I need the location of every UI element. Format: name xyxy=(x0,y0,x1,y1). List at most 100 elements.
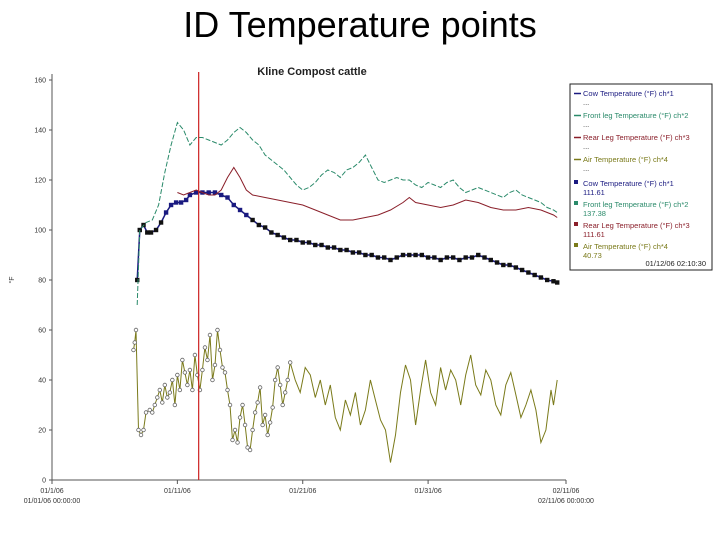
legend-entry: Air Temperature (°F) ch*4 xyxy=(583,155,668,164)
legend-readout-value: 40.73 xyxy=(583,251,602,260)
air-temp-point xyxy=(240,402,245,408)
axis-layer: 0 20 40 60 80 100 120 140 160 01/1/06 01/01/06 00:… xyxy=(24,78,594,506)
air-temp-point xyxy=(222,370,228,375)
cow-temp-point xyxy=(463,255,468,260)
cow-temp-point xyxy=(212,190,218,195)
cow-temp-point xyxy=(501,262,506,268)
air-temp-point xyxy=(177,387,183,393)
cow-temp-point xyxy=(419,252,425,258)
legend-readout-name: Cow Temperature (°F) ch*1 xyxy=(583,179,674,188)
cow-temp-point xyxy=(432,255,437,260)
air-temp-point xyxy=(252,410,258,415)
legend-readout-name: Rear Leg Temperature (°F) ch*3 xyxy=(583,221,690,230)
series-line-cow-temperature-f-ch xyxy=(136,191,558,284)
cow-temp-point xyxy=(294,237,299,243)
air-temp-point xyxy=(162,382,168,388)
cow-temp-point xyxy=(469,255,475,260)
air-temp-point xyxy=(217,347,223,353)
series-line-front-leg-temperature-f-ch xyxy=(136,121,558,306)
y-axis-label: °F xyxy=(8,276,16,283)
air-temp-point xyxy=(150,410,155,415)
cow-temp-point xyxy=(344,247,349,253)
cow-temp-point xyxy=(269,230,274,235)
cow-temp-point xyxy=(388,257,393,263)
air-temp-point xyxy=(260,422,265,428)
air-temp-point xyxy=(237,415,243,420)
legend-marker xyxy=(574,180,578,184)
air-temp-point xyxy=(202,345,208,350)
air-temp-point xyxy=(167,390,173,395)
air-temp-point xyxy=(187,367,193,373)
air-temp-point xyxy=(190,387,195,393)
air-temp-point xyxy=(205,357,210,363)
cow-temp-point xyxy=(413,252,418,258)
air-temp-point xyxy=(172,402,178,408)
cow-temp-point xyxy=(407,252,412,258)
cow-temp-point xyxy=(394,255,399,260)
legend-ellipsis: ... xyxy=(583,164,589,173)
cow-temp-point xyxy=(313,242,318,248)
air-temp-point xyxy=(210,377,215,383)
air-temp-point xyxy=(212,362,218,368)
cow-temp-point xyxy=(494,260,500,265)
cow-temp-point xyxy=(482,255,487,260)
legend-entry: Rear Leg Temperature (°F) ch*3 xyxy=(583,133,690,142)
air-temp-point xyxy=(200,367,205,373)
legend-readout-value: 111.61 xyxy=(583,230,605,239)
cow-temp-point xyxy=(476,252,481,258)
cursor-timestamp: 01/12/06 02:10:30 xyxy=(646,259,706,268)
air-temp-point xyxy=(247,447,253,453)
cow-temp-point xyxy=(287,237,293,243)
cow-temp-point xyxy=(225,195,230,200)
air-temp-point xyxy=(180,357,185,363)
cow-temp-point xyxy=(538,275,544,280)
air-temp-point xyxy=(262,412,268,418)
air-temp-point xyxy=(160,400,165,405)
cow-temp-point xyxy=(513,265,519,270)
cow-temp-point xyxy=(219,192,224,198)
air-temp-point xyxy=(147,407,152,413)
x-tick-sublabel: 02/11/06 00:00:00 xyxy=(538,498,594,505)
air-temp-point xyxy=(132,340,137,345)
air-temp-point xyxy=(182,370,188,375)
air-temp-point xyxy=(133,327,139,333)
cow-temp-point xyxy=(173,200,179,205)
air-temp-point xyxy=(138,432,144,438)
cow-temp-point xyxy=(168,202,174,208)
cow-temp-point xyxy=(507,262,512,268)
air-temp-point xyxy=(285,377,290,383)
air-temp-point xyxy=(287,360,293,365)
cow-temp-point xyxy=(375,255,381,260)
cow-temp-point xyxy=(519,267,525,273)
y-tick-label: 80 xyxy=(38,278,46,285)
legend-entry: Front leg Temperature (°F) ch*2 xyxy=(583,111,688,120)
air-temp-point xyxy=(155,395,160,400)
air-temp-point xyxy=(220,365,225,370)
legend-marker xyxy=(574,243,578,247)
air-temp-point xyxy=(242,422,248,428)
air-temp-point xyxy=(257,385,263,390)
cow-temp-point xyxy=(256,222,262,228)
cow-temp-point xyxy=(331,245,337,250)
series-layer xyxy=(131,72,560,480)
cow-temp-point xyxy=(158,220,164,225)
cow-temp-point xyxy=(350,250,356,255)
series-line-rear-leg-temperature-f-ch xyxy=(177,166,558,221)
y-tick-label: 0 xyxy=(42,478,46,485)
air-temp-point xyxy=(250,427,255,433)
cow-temp-point xyxy=(457,257,462,263)
cow-temp-point xyxy=(544,277,550,283)
cow-temp-point xyxy=(206,190,211,195)
air-temp-point xyxy=(232,427,238,433)
legend-readout-value: 137.38 xyxy=(583,209,606,218)
y-tick-label: 140 xyxy=(34,128,46,135)
series-line-air-temperature-f-ch xyxy=(133,329,558,463)
y-tick-label: 160 xyxy=(34,78,46,85)
plot-frame xyxy=(51,74,566,481)
legend-ellipsis: ... xyxy=(583,142,589,151)
cow-temp-point xyxy=(450,255,456,260)
cow-temp-point xyxy=(193,190,199,195)
cow-temp-point xyxy=(306,240,312,245)
legend-readout-name: Front leg Temperature (°F) ch*2 xyxy=(583,200,688,209)
